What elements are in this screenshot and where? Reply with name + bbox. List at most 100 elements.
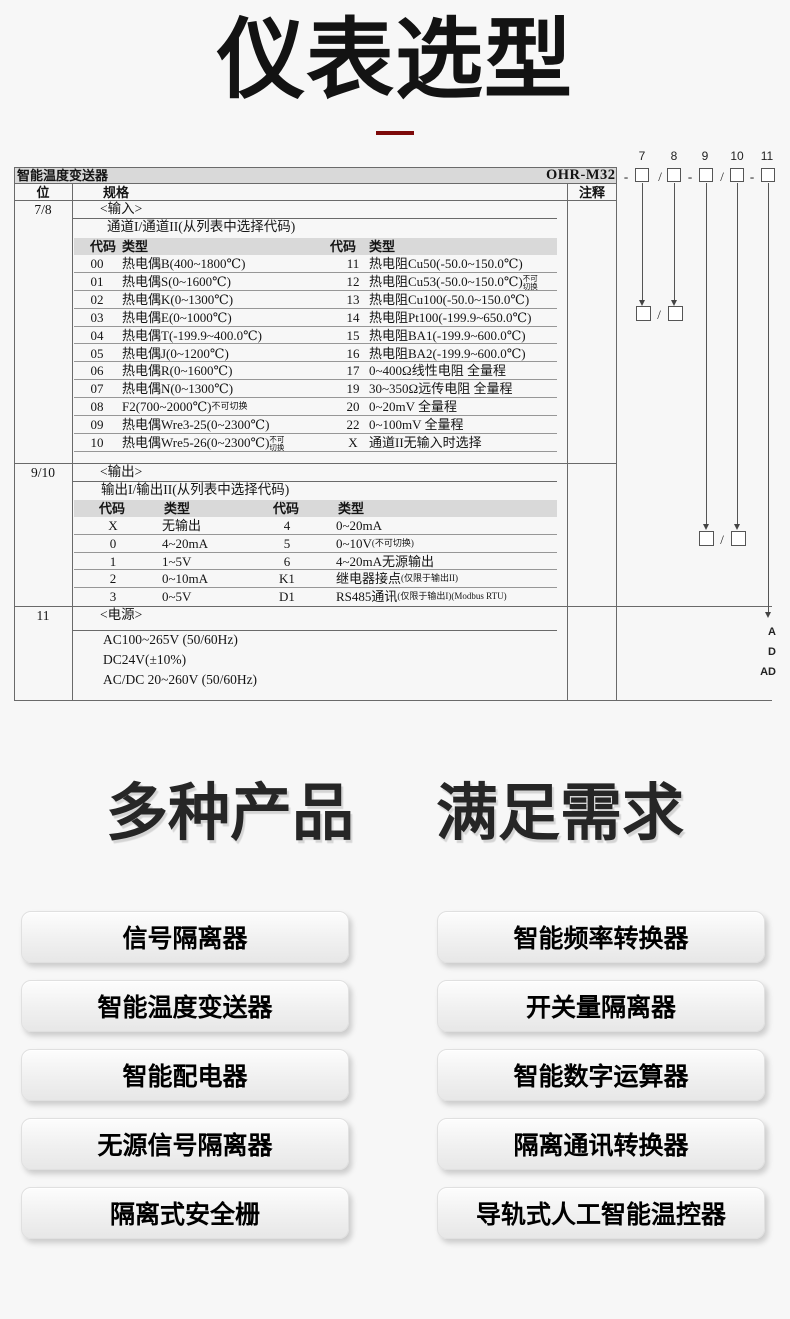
product-button[interactable]: 智能温度变送器 <box>21 980 349 1032</box>
code-separator: / <box>658 169 662 184</box>
table-border-line <box>14 200 617 201</box>
input-code-row: 01 热电偶S(0~1600℃) 12 热电阻Cu53(-50.0~150.0℃) 不可… <box>74 273 557 291</box>
arrow-head-icon <box>765 612 771 618</box>
output-code-row: 1 1~5V 6 4~20mA无源输出 <box>74 553 557 571</box>
type-cell: 0~10mA <box>162 571 209 587</box>
table-border-line <box>72 183 73 701</box>
section-heading-power: <电源> <box>100 607 143 622</box>
code-cell: 22 <box>346 417 360 433</box>
input-code-row: 10 热电偶Wre5-26(0~2300℃) 不可 切换 X 通道II无输入时选择 <box>74 434 557 452</box>
power-code-label: A <box>768 626 776 638</box>
type-suffix: (仅限于输出II) <box>401 573 459 584</box>
product-button[interactable]: 智能频率转换器 <box>437 911 765 963</box>
input-code-row: 09 热电偶Wre3-25(0~2300℃) 22 0~100mV 全量程 <box>74 416 557 434</box>
code-separator: / <box>720 169 724 184</box>
type-cell: RS485通讯 (仅限于输出I)(Modbus RTU) <box>336 589 507 605</box>
section-pos-power: 11 <box>36 608 50 623</box>
input-code-row: 07 热电偶N(0~1300℃) 19 30~350Ω远传电阻 全量程 <box>74 380 557 399</box>
product-button[interactable]: 导轨式人工智能温控器 <box>437 1187 765 1239</box>
type-cell: 热电偶J(0~1200℃) <box>122 345 229 361</box>
product-button[interactable]: 隔离通讯转换器 <box>437 1118 765 1170</box>
answer-box <box>668 306 683 321</box>
table-border-line <box>616 167 617 701</box>
code-cell: 06 <box>90 363 104 379</box>
code-cell: 11 <box>346 256 360 271</box>
type-cell: 继电器接点 (仅限于输出II) <box>336 571 459 587</box>
code-table-header: 类型 <box>122 239 149 254</box>
products-heading: 多种产品 满足需求 <box>0 779 790 848</box>
code-cell: 15 <box>346 327 360 343</box>
product-button[interactable]: 信号隔离器 <box>21 911 349 963</box>
table-border-line <box>14 700 772 701</box>
code-cell: 08 <box>90 399 104 415</box>
product-button[interactable]: 隔离式安全栅 <box>21 1187 349 1239</box>
code-cell: 16 <box>346 345 360 361</box>
type-cell: 热电阻Cu100(-50.0~150.0℃) <box>369 291 530 307</box>
input-code-row: 03 热电偶E(0~1000℃) 14 热电阻Pt100(-199.9~650.0℃) <box>74 309 557 327</box>
connector-line <box>674 183 675 300</box>
code-table-header: 类型 <box>338 501 365 516</box>
type-cell: 0~100mV 全量程 <box>369 417 464 433</box>
type-suffix-line: 不可 <box>522 273 538 283</box>
product-button[interactable]: 无源信号隔离器 <box>21 1118 349 1170</box>
answer-box <box>731 531 746 546</box>
code-cell: 10 <box>90 435 104 450</box>
power-option: AC100~265V (50/60Hz) <box>103 632 238 647</box>
section-subheading-input: 通道I/通道II(从列表中选择代码) <box>107 219 296 234</box>
type-cell: 热电偶Wre3-25(0~2300℃) <box>122 417 270 433</box>
type-cell: 热电阻Pt100(-199.9~650.0℃) <box>369 309 532 325</box>
connector-line <box>768 183 769 612</box>
col-header-spec: 规格 <box>103 185 130 200</box>
type-cell: F2(700~2000℃) 不可切换 <box>122 399 248 415</box>
table-border-line <box>14 167 617 168</box>
power-option: AC/DC 20~260V (50/60Hz) <box>103 672 258 687</box>
code-cell: X <box>108 518 118 533</box>
code-cell: 05 <box>90 345 104 361</box>
code-table-header: 代码 <box>273 501 300 516</box>
code-cell: 14 <box>346 309 360 325</box>
digit-label: 7 <box>638 149 646 163</box>
table-border-line <box>567 183 568 701</box>
code-cell: 09 <box>90 417 104 433</box>
type-suffix: (仅限于输出I)(Modbus RTU) <box>397 591 507 602</box>
type-cell: 4~20mA无源输出 <box>336 553 435 569</box>
code-cell: 07 <box>90 381 104 397</box>
input-code-row: 02 热电偶K(0~1300℃) 13 热电阻Cu100(-50.0~150.0℃) <box>74 291 557 309</box>
type-cell: 无输出 <box>162 518 202 533</box>
input-code-row: 00 热电偶B(400~1800℃) 11 热电阻Cu50(-50.0~150.0℃) <box>74 255 557 273</box>
code-table-header: 代码 <box>99 501 126 516</box>
power-code-label: AD <box>760 666 776 678</box>
table-border-line <box>14 606 772 607</box>
code-table-header: 类型 <box>369 239 396 254</box>
type-cell: 热电偶B(400~1800℃) <box>122 256 246 271</box>
products-heading-right: 满足需求 <box>436 779 685 848</box>
code-cell: 6 <box>283 553 291 569</box>
product-button[interactable]: 开关量隔离器 <box>437 980 765 1032</box>
code-table-header: 代码 <box>330 239 357 254</box>
type-cell: 通道II无输入时选择 <box>369 435 482 450</box>
type-cell: 热电偶E(0~1000℃) <box>122 309 232 325</box>
code-cell: K1 <box>279 571 295 587</box>
table-border-line <box>14 183 617 184</box>
product-name: 智能温度变送器 <box>17 168 109 183</box>
code-cell: 19 <box>346 381 360 397</box>
input-code-row: 04 热电偶T(-199.9~400.0℃) 15 热电阻BA1(-199.9~600… <box>74 327 557 345</box>
product-button[interactable]: 智能数字运算器 <box>437 1049 765 1101</box>
connector-line <box>737 183 738 524</box>
power-code-label: D <box>768 646 776 658</box>
code-separator: - <box>749 169 755 184</box>
type-cell: 热电偶Wre5-26(0~2300℃) 不可 切换 <box>122 435 285 452</box>
code-cell: 01 <box>90 273 104 289</box>
type-cell: 热电偶S(0~1600℃) <box>122 273 231 289</box>
type-suffix-line: 不可 <box>269 435 285 444</box>
code-table-header: 类型 <box>164 501 191 516</box>
section-subheading-output: 输出I/输出II(从列表中选择代码) <box>101 482 290 497</box>
col-header-pos: 位 <box>36 185 50 200</box>
arrow-head-icon <box>671 300 677 306</box>
product-button[interactable]: 智能配电器 <box>21 1049 349 1101</box>
arrow-head-icon <box>734 524 740 530</box>
output-code-header-bar <box>74 500 557 517</box>
digit-label: 11 <box>760 149 774 163</box>
type-suffix-line: 切换 <box>522 281 538 291</box>
model-code-slot <box>730 168 744 182</box>
